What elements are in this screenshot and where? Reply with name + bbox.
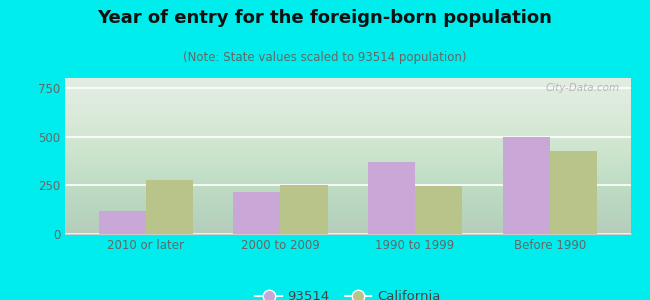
Bar	[233, 192, 280, 234]
Bar	[99, 211, 146, 234]
Legend: 93514, California: 93514, California	[250, 285, 445, 300]
Bar	[550, 151, 597, 234]
Bar	[415, 186, 462, 234]
Bar	[146, 180, 193, 234]
Bar	[280, 185, 328, 234]
Text: Year of entry for the foreign-born population: Year of entry for the foreign-born popul…	[98, 9, 552, 27]
Bar	[368, 162, 415, 234]
Text: City-Data.com: City-Data.com	[545, 83, 619, 93]
Text: (Note: State values scaled to 93514 population): (Note: State values scaled to 93514 popu…	[183, 51, 467, 64]
Bar	[502, 136, 550, 234]
